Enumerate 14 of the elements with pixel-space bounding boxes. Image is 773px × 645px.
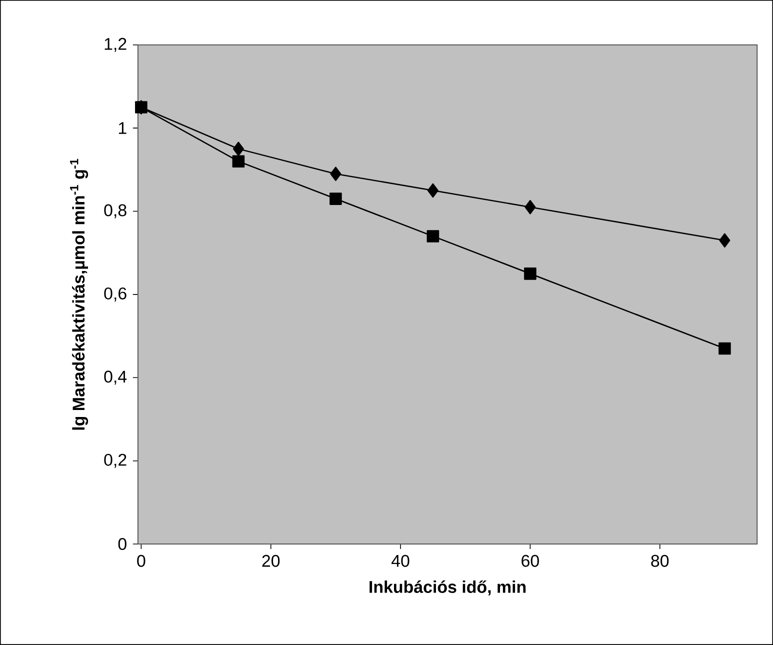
x-tick-label: 0 [137, 554, 146, 567]
y-tick-label: 1,2 [104, 38, 126, 52]
x-tick-label: 20 [262, 554, 280, 567]
x-tick-label: 40 [391, 554, 410, 567]
y-tick-label: 0,2 [104, 454, 126, 468]
x-axis-title: Inkubációs idő, min [370, 580, 526, 596]
y-tick-label: 1 [118, 122, 126, 134]
x-tick-label: 60 [522, 554, 539, 567]
y-tick-label: 0,4 [104, 370, 127, 385]
x-tick-label: 80 [651, 554, 669, 567]
y-axis-title: lg Maradékaktivitás,µmol min$^{-1}$ g$^{-1}$ [70, 158, 88, 430]
y-tick-label: 0 [118, 538, 126, 550]
y-tick-label: 0,8 [104, 204, 126, 218]
y-tick-label: 0,6 [104, 287, 126, 302]
